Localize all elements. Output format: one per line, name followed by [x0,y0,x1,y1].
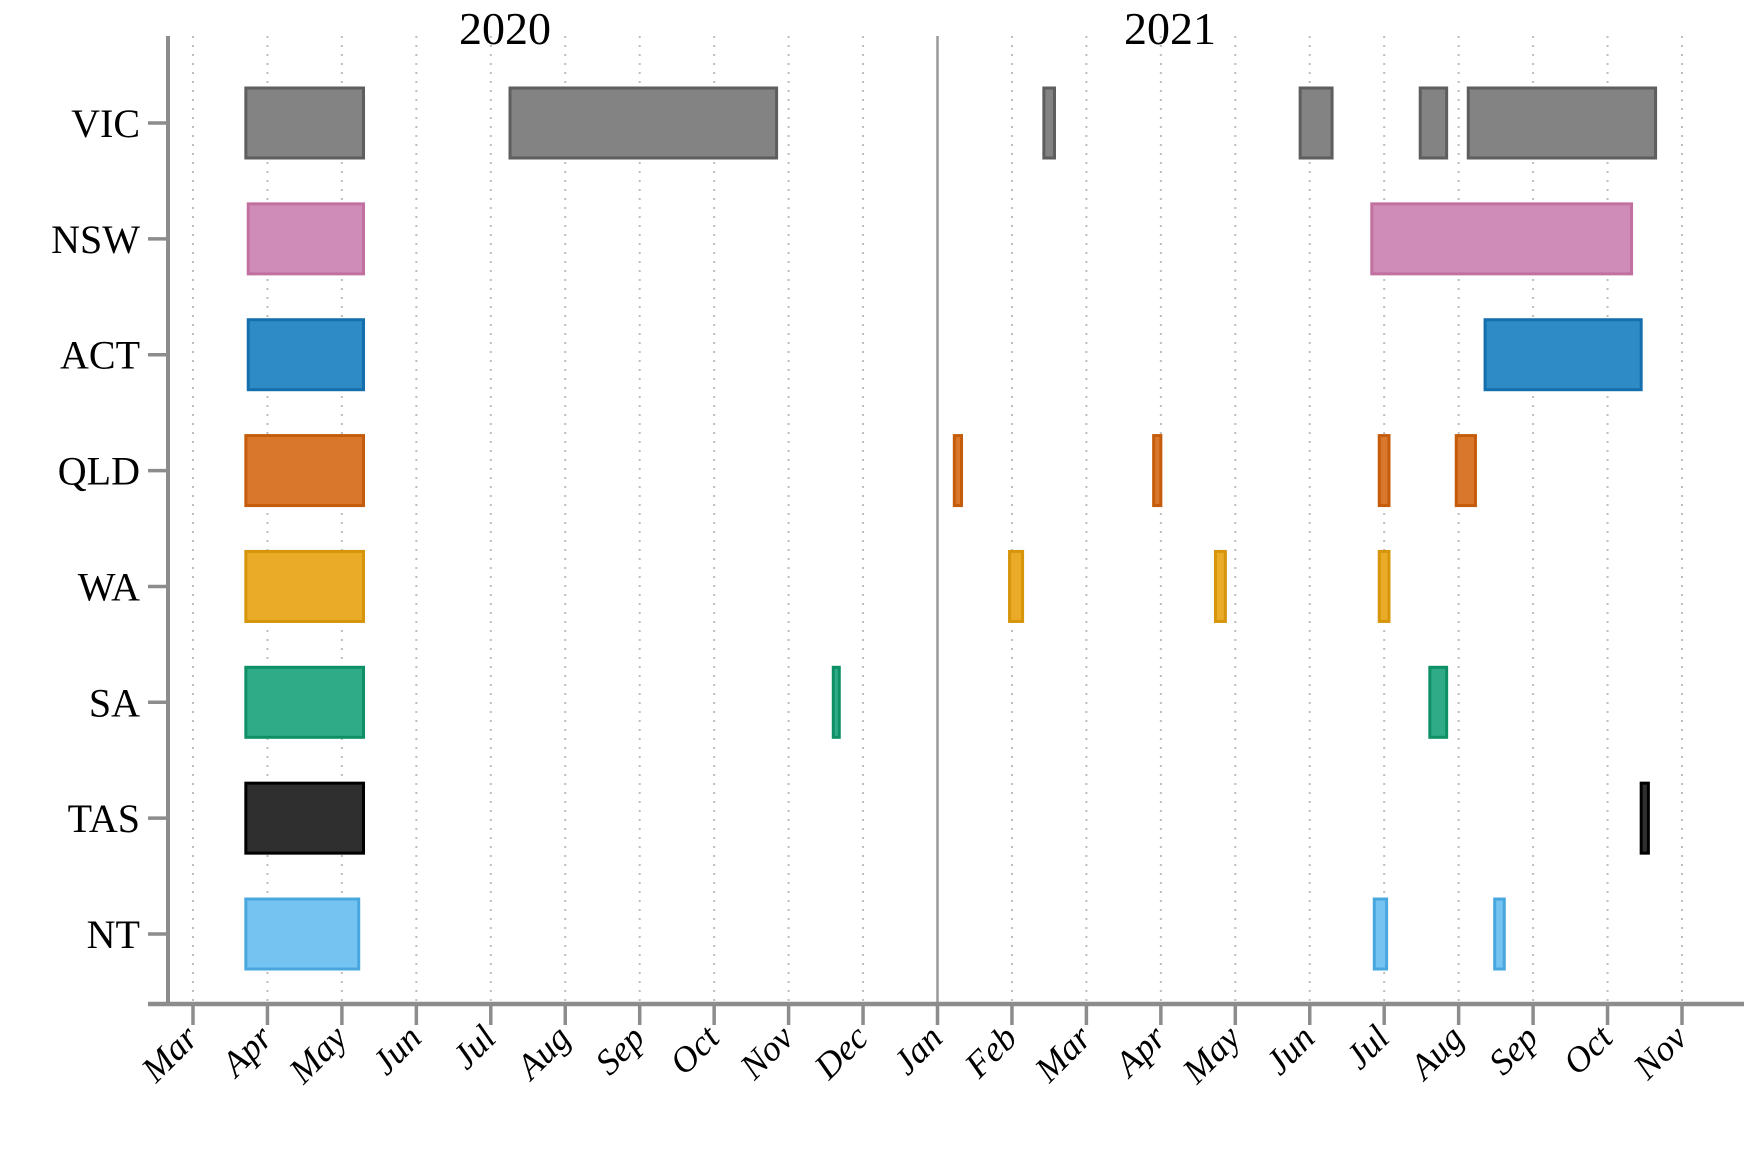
lockdown-bar-nt-1 [244,897,361,971]
y-tick-label-nsw: NSW [51,217,140,262]
lockdown-bar-vic-4 [1298,86,1334,160]
x-tick-label-jul-16: Jul [1337,1017,1396,1076]
x-tick-label-aug-5: Aug [507,1017,578,1088]
x-tick-label-jun-3: Jun [364,1017,429,1082]
lockdown-bar-nsw-1 [246,202,366,276]
lockdown-bar-act-2 [1483,318,1643,392]
year-label-2021: 2021 [1124,3,1216,54]
x-tick-label-apr-13: Apr [1106,1017,1175,1086]
lockdown-bar-qld-1 [244,434,366,508]
lockdown-bar-wa-2 [1008,549,1025,623]
x-tick-label-jun-15: Jun [1257,1017,1322,1082]
lockdown-bar-sa-2 [831,665,841,739]
x-tick-label-may-14: May [1174,1017,1248,1091]
lockdown-bar-nt-2 [1372,897,1389,971]
y-tick-label-act: ACT [60,333,140,378]
y-tick-label-qld: QLD [58,449,140,494]
y-tick-label-nt: NT [87,912,140,957]
lockdown-bar-qld-2 [952,434,964,508]
y-tick-label-wa: WA [78,564,140,609]
lockdown-bar-tas-1 [244,781,366,855]
lockdown-bar-vic-2 [508,86,779,160]
x-tick-label-mar-0: Mar [133,1017,207,1091]
lockdown-bar-wa-1 [244,549,366,623]
x-tick-label-jan-10: Jan [885,1017,950,1082]
x-tick-label-mar-12: Mar [1026,1017,1100,1091]
x-tick-label-dec-9: Dec [806,1017,876,1087]
lockdown-bar-wa-4 [1377,549,1391,623]
x-tick-label-aug-17: Aug [1401,1017,1472,1088]
y-tick-label-vic: VIC [71,101,140,146]
lockdown-bar-wa-3 [1213,549,1227,623]
y-tick-label-tas: TAS [68,796,140,841]
x-tick-label-may-2: May [280,1017,354,1091]
lockdown-bar-act-1 [246,318,366,392]
lockdown-bar-qld-5 [1454,434,1477,508]
lockdown-bar-sa-1 [244,665,366,739]
x-tick-label-nov-20: Nov [1625,1017,1695,1087]
x-tick-label-apr-1: Apr [212,1017,281,1086]
x-tick-label-sep-6: Sep [587,1017,652,1082]
lockdown-bar-nt-3 [1493,897,1506,971]
lockdown-bar-vic-1 [244,86,366,160]
x-tick-label-sep-18: Sep [1481,1017,1546,1082]
lockdown-bar-sa-3 [1428,665,1449,739]
lockdown-bar-vic-5 [1418,86,1449,160]
lockdown-bar-nsw-2 [1370,202,1634,276]
x-tick-label-oct-7: Oct [662,1017,728,1083]
lockdown-bar-vic-6 [1466,86,1658,160]
x-tick-label-feb-11: Feb [956,1017,1025,1086]
year-label-2020: 2020 [459,3,551,54]
x-tick-label-oct-19: Oct [1555,1017,1621,1083]
y-tick-label-sa: SA [89,680,140,725]
lockdown-bar-vic-3 [1042,86,1056,160]
x-tick-label-nov-8: Nov [731,1017,801,1087]
lockdown-bar-qld-4 [1377,434,1391,508]
x-tick-label-jul-4: Jul [444,1017,503,1076]
lockdown-bar-qld-3 [1152,434,1163,508]
lockdown-bar-tas-2 [1639,781,1650,855]
